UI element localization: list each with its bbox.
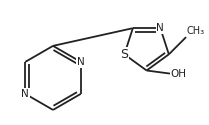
Text: OH: OH [171,69,187,79]
Text: N: N [22,89,29,99]
Text: S: S [120,48,128,61]
Text: N: N [77,57,85,67]
Text: N: N [157,23,164,33]
Text: CH₃: CH₃ [187,26,205,36]
